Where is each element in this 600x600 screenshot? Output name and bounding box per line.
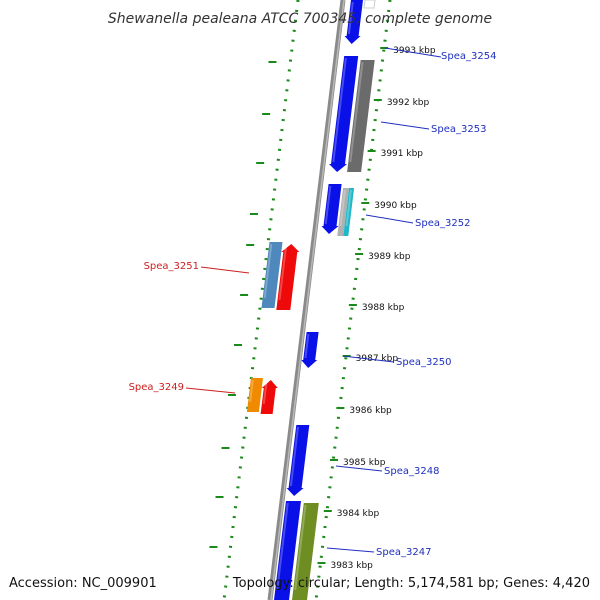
topology-text: Topology: circular; Length: 5,174,581 bp… <box>232 576 590 591</box>
gene-label-leader <box>335 465 383 472</box>
gene-feature[interactable] <box>363 0 376 9</box>
kbp-tick-label: 3989 kbp <box>368 252 411 262</box>
gene-label-leader <box>365 214 414 224</box>
kbp-tick-label: 3987 kbp <box>356 354 399 364</box>
kbp-tick-label: 3992 kbp <box>387 98 430 108</box>
gene-labels: Spea_3254 Spea_3253 Spea_3252 Spea_3251 Spea… <box>129 47 496 558</box>
gene-label[interactable]: Spea_3247 <box>376 547 431 558</box>
gene-feature[interactable] <box>344 0 363 44</box>
gene-label[interactable]: Spea_3253 <box>431 124 486 135</box>
gene-label-leader <box>380 121 430 130</box>
gene-feature[interactable] <box>286 425 310 496</box>
gene-feature-highlight <box>349 61 364 163</box>
gene-feature-highlight <box>347 1 354 35</box>
genome-backbone-highlight <box>270 0 345 600</box>
gene-features <box>246 0 376 600</box>
gene-label-leader <box>342 355 395 363</box>
kbp-tick-label: 3985 kbp <box>343 458 386 468</box>
gene-feature-highlight <box>345 189 352 227</box>
gene-feature[interactable] <box>343 188 355 236</box>
gene-label-leader <box>384 47 442 58</box>
left-dash-marks <box>209 61 277 548</box>
gene-feature[interactable] <box>337 188 350 236</box>
gene-feature-highlight <box>304 333 310 359</box>
gene-label-leader <box>326 547 375 553</box>
left-dotted-guide <box>222 0 300 600</box>
gene-feature-highlight <box>263 243 273 299</box>
gene-feature[interactable] <box>261 242 283 308</box>
kbp-tick-label: 3984 kbp <box>337 509 380 519</box>
gene-feature-highlight <box>278 245 288 301</box>
gene-feature[interactable] <box>246 378 263 412</box>
gene-feature[interactable] <box>301 332 319 368</box>
gene-feature[interactable] <box>321 184 342 234</box>
gene-feature[interactable] <box>274 501 301 600</box>
gene-feature-highlight <box>276 502 289 591</box>
gene-label[interactable]: Spea_3248 <box>384 466 439 477</box>
kbp-tick-label: 3983 kbp <box>330 561 373 571</box>
gene-feature[interactable] <box>276 244 300 310</box>
gene-label-leader <box>185 387 236 394</box>
gene-feature-highlight <box>332 57 347 163</box>
gene-feature-highlight <box>339 189 346 227</box>
gene-feature-highlight <box>324 185 332 225</box>
kbp-tick-label: 3993 kbp <box>393 46 436 56</box>
gene-feature-highlight <box>294 504 307 591</box>
gene-feature[interactable] <box>329 56 359 172</box>
gene-label[interactable]: Spea_3250 <box>396 357 451 368</box>
kbp-tick-label: 3991 kbp <box>381 149 424 159</box>
kbp-tick-label: 3986 kbp <box>349 406 392 416</box>
accession-text: Accession: NC_009901 <box>9 576 157 591</box>
gene-feature-highlight <box>262 381 268 405</box>
gene-label[interactable]: Spea_3251 <box>144 261 199 272</box>
gene-label[interactable]: Spea_3252 <box>415 218 470 229</box>
kbp-tick-label: 3988 kbp <box>362 303 405 313</box>
gene-feature[interactable] <box>292 503 319 600</box>
gene-feature-highlight <box>249 379 254 403</box>
gene-feature[interactable] <box>347 60 375 172</box>
gene-label[interactable]: Spea_3254 <box>441 51 496 62</box>
genome-backbone <box>267 0 346 600</box>
gene-label[interactable]: Spea_3249 <box>129 382 184 393</box>
gene-feature-highlight <box>289 426 299 487</box>
map-title: Shewanella pealeana ATCC 700345, complet… <box>108 11 492 27</box>
kbp-ticks: 3993 kbp 3992 kbp 3991 kbp 3990 kbp 3989 kbp… <box>317 46 436 571</box>
gene-label-leader <box>200 266 250 274</box>
gene-feature[interactable] <box>260 380 278 414</box>
kbp-tick-label: 3990 kbp <box>374 201 417 211</box>
